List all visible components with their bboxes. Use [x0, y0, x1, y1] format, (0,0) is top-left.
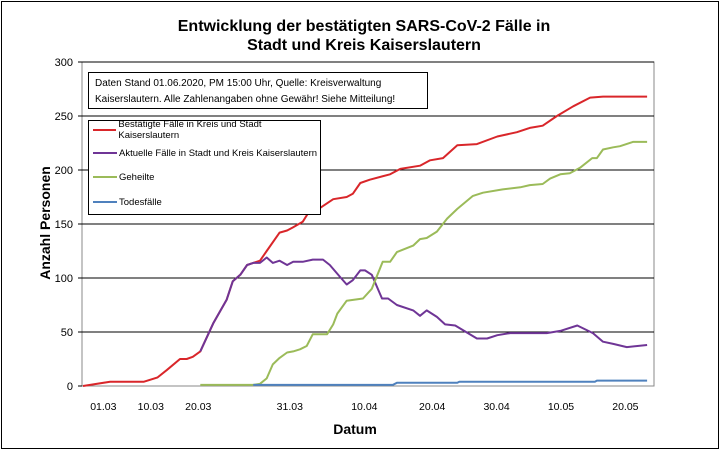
legend-label: Aktuelle Fälle in Stadt und Kreis Kaiser…: [119, 147, 318, 159]
x-tick-label: 30.04: [483, 401, 509, 413]
x-tick-label: 10.05: [548, 401, 574, 413]
legend-item-recovered: Geheilte: [93, 171, 154, 183]
y-axis-label: Anzahl Personen: [37, 166, 53, 280]
note-line1: Daten Stand 01.06.2020, PM 15:00 Uhr, Qu…: [95, 78, 382, 89]
chart-frame: [1, 1, 719, 449]
x-tick-label: 20.05: [612, 401, 638, 413]
legend-label: Todesfälle: [119, 196, 162, 208]
y-tick-label: 300: [55, 57, 73, 69]
legend-item-active: Aktuelle Fälle in Stadt und Kreis Kaiser…: [93, 147, 317, 159]
legend-swatch: [93, 152, 117, 154]
chart-title-line2: Stadt und Kreis Kaiserslautern: [247, 37, 481, 54]
x-axis-label: Datum: [333, 421, 377, 437]
series-line-2: [200, 140, 648, 386]
x-tick-label: 20.04: [419, 401, 445, 413]
legend: Bestätigte Fälle in Kreis und Stadt Kais…: [88, 119, 321, 215]
y-tick-label: 0: [67, 381, 73, 393]
legend-swatch: [93, 129, 117, 131]
legend-swatch: [93, 201, 117, 203]
x-tick-label: 10.04: [351, 401, 377, 413]
x-tick-label: 01.03: [90, 401, 116, 413]
legend-label: Bestätigte Fälle in Kreis und Stadt Kais…: [118, 119, 262, 141]
y-tick-label: 100: [55, 273, 73, 285]
chart-title-line1: Entwicklung der bestätigten SARS-CoV-2 F…: [177, 18, 551, 35]
data-source-note: Daten Stand 01.06.2020, PM 15:00 Uhr, Qu…: [88, 72, 428, 109]
x-tick-label: 20.03: [185, 401, 211, 413]
legend-swatch: [93, 176, 117, 178]
x-tick-label: 31.03: [277, 401, 303, 413]
y-tick-label: 150: [55, 219, 73, 231]
legend-item-deaths: Todesfälle: [93, 196, 162, 208]
note-line2: Kaiserslautern. Alle Zahlenangaben ohne …: [95, 94, 396, 105]
legend-label: Geheilte: [119, 171, 155, 183]
y-tick-label: 250: [55, 111, 73, 123]
x-tick-label: 10.03: [138, 401, 164, 413]
series-line-3: [253, 379, 648, 386]
legend-item-confirmed: Bestätigte Fälle in Kreis und Stadt Kais…: [93, 119, 320, 141]
y-tick-label: 200: [55, 165, 73, 177]
series-line-1: [199, 256, 648, 352]
y-tick-label: 50: [61, 327, 73, 339]
